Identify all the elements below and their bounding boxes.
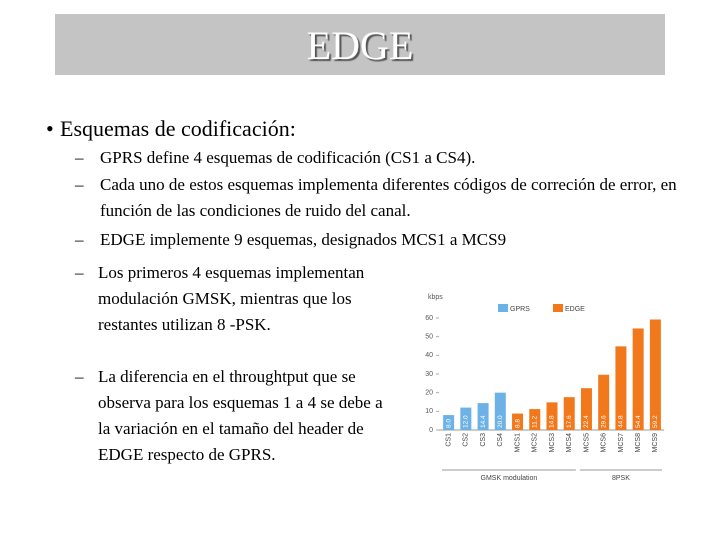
y-tick-label: 30 — [425, 371, 433, 378]
group-label: GMSK modulation — [481, 475, 538, 482]
bar — [477, 403, 489, 430]
dash: – — [75, 367, 84, 386]
dash: – — [75, 175, 84, 194]
y-tick-label: 60 — [425, 315, 433, 322]
sub-item: EDGE implemente 9 esquemas, designados M… — [100, 230, 507, 249]
bullet: • — [46, 116, 54, 141]
y-tick-label: 0 — [429, 427, 433, 434]
bar — [494, 392, 506, 430]
value-label: 44.8 — [618, 415, 625, 428]
sub-item: GPRS define 4 esquemas de codificación (… — [100, 148, 476, 167]
bar — [443, 415, 455, 430]
note: Los primeros 4 esquemas implementan modu… — [98, 263, 365, 334]
x-tick-label: CS2 — [463, 433, 470, 447]
x-tick-label: MCS7 — [618, 433, 625, 453]
value-label: 20.0 — [497, 415, 504, 428]
y-tick-label: 50 — [425, 334, 433, 341]
x-tick-label: MCS4 — [566, 433, 573, 453]
value-label: 22.4 — [583, 415, 590, 428]
dash: – — [75, 230, 84, 249]
value-label: 8.0 — [445, 419, 452, 428]
value-label: 11.2 — [531, 415, 538, 428]
value-label: 14.8 — [549, 415, 556, 428]
bar — [563, 397, 575, 430]
x-tick-label: MCS8 — [635, 433, 642, 453]
bar — [529, 409, 541, 430]
bar — [615, 346, 627, 430]
x-tick-label: MCS3 — [549, 433, 556, 453]
x-tick-label: CS1 — [445, 433, 452, 447]
value-label: 17.6 — [566, 415, 573, 428]
value-label: 59.2 — [652, 415, 659, 428]
bar — [598, 374, 610, 430]
bar — [460, 407, 472, 430]
legend-label: EDGE — [565, 306, 585, 313]
x-tick-label: CS4 — [497, 433, 504, 447]
bullet-text: Esquemas de codificación: — [60, 116, 296, 141]
bar — [649, 319, 661, 430]
value-label: 54.4 — [635, 415, 642, 428]
bar — [512, 413, 524, 430]
bar — [546, 402, 558, 430]
dash: – — [75, 148, 84, 167]
bar — [580, 388, 592, 430]
legend-swatch — [553, 304, 563, 312]
slide-title: EDGE — [306, 23, 414, 68]
value-label: 29.6 — [600, 415, 607, 428]
x-tick-label: MCS5 — [583, 433, 590, 453]
group-label: 8PSK — [612, 475, 630, 482]
y-tick-label: 40 — [425, 352, 433, 359]
x-tick-label: MCS9 — [652, 433, 659, 453]
x-tick-label: MCS6 — [601, 433, 608, 453]
legend-swatch — [498, 304, 508, 312]
x-tick-label: CS3 — [480, 433, 487, 447]
value-label: 8.8 — [514, 419, 521, 428]
value-label: 12.0 — [463, 415, 470, 428]
title-bar: EDGE — [55, 14, 665, 75]
x-tick-label: MCS1 — [514, 433, 521, 453]
y-tick-label: 10 — [425, 408, 433, 415]
value-label: 14.4 — [480, 415, 487, 428]
legend-label: GPRS — [510, 306, 530, 313]
bar — [632, 328, 644, 430]
note: La diferencia en el throughtput que se o… — [98, 367, 383, 464]
x-tick-label: MCS2 — [532, 433, 539, 453]
y-axis-label: kbps — [428, 294, 443, 301]
dash: – — [75, 263, 84, 282]
y-tick-label: 20 — [425, 390, 433, 397]
sub-item: Cada uno de estos esquemas implementa di… — [100, 175, 677, 220]
